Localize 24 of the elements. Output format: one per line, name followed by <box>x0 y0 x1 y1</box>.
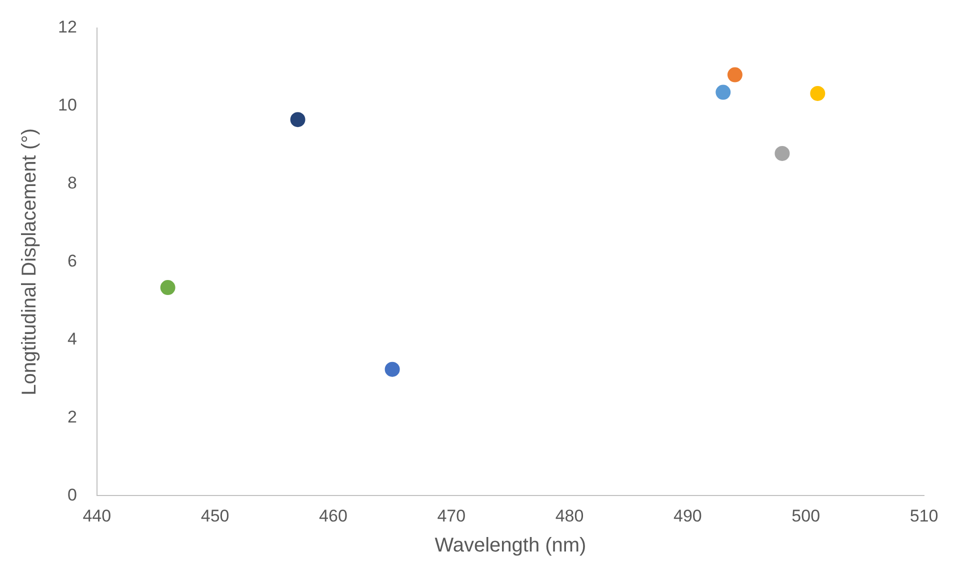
point <box>384 362 400 377</box>
y-tick-label: 0 <box>67 485 77 504</box>
x-tick-label: 490 <box>674 506 702 526</box>
y-tick-label: 12 <box>58 18 77 37</box>
point <box>810 86 826 101</box>
point <box>727 67 742 82</box>
x-tick-label: 450 <box>200 506 230 526</box>
point <box>774 146 790 161</box>
x-tick-label: 480 <box>555 506 584 526</box>
x-tick-label: 460 <box>319 506 348 526</box>
y-tick-label: 6 <box>67 251 77 270</box>
point <box>290 112 306 128</box>
y-tick-label: 4 <box>67 329 77 348</box>
y-tick-label: 10 <box>58 96 77 115</box>
x-tick-label: 510 <box>910 506 938 526</box>
x-tick-label: 470 <box>437 506 466 526</box>
point <box>160 280 176 296</box>
x-tick-label: 440 <box>82 506 112 526</box>
point <box>716 84 731 100</box>
y-tick-label: 2 <box>67 407 77 426</box>
x-axis-title: Wavelength (nm) <box>434 534 586 557</box>
x-tick-label: 500 <box>792 506 820 526</box>
y-axis-title: Longtitudinal Displacement (°) <box>18 128 41 396</box>
y-tick-label: 8 <box>67 174 77 193</box>
